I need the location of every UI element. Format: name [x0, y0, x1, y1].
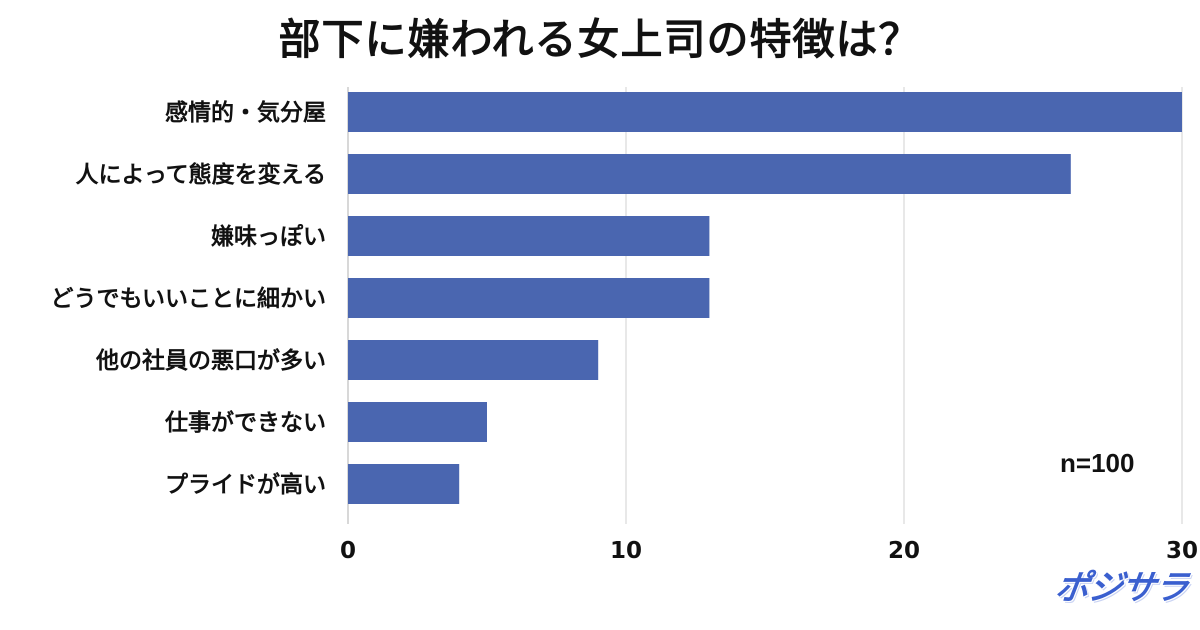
- bar-5: [348, 340, 599, 380]
- x-tick-label-0: 0: [340, 538, 356, 564]
- bar-6: [348, 402, 487, 442]
- category-label-4: どうでもいいことに細かい: [50, 286, 326, 312]
- x-tick-label-10: 10: [610, 538, 642, 564]
- bar-3: [348, 216, 710, 256]
- bar-7: [348, 464, 460, 504]
- category-label-5: 他の社員の悪口が多い: [95, 347, 326, 374]
- chart-title: 部下に嫌われる女上司の特徴は？: [278, 15, 922, 64]
- bar-4: [348, 278, 710, 318]
- brand-logo: ポジサラ: [1052, 568, 1191, 608]
- x-tick-label-20: 20: [888, 538, 920, 564]
- category-label-7: プライドが高い: [165, 471, 326, 498]
- category-label-1: 感情的・気分屋: [165, 99, 326, 126]
- category-label-3: 嫌味っぽい: [211, 223, 326, 250]
- category-label-2: 人によって態度を変える: [76, 161, 326, 188]
- sample-size-note: n=100: [1060, 448, 1135, 478]
- category-label-6: 仕事ができない: [164, 409, 326, 436]
- bars: [348, 92, 1182, 504]
- category-labels: 感情的・気分屋人によって態度を変える嫌味っぽいどうでもいいことに細かい他の社員の…: [50, 99, 326, 498]
- x-tick-labels: 0 10 20 30: [340, 538, 1198, 564]
- bar-1: [348, 92, 1182, 132]
- x-tick-label-30: 30: [1166, 538, 1198, 564]
- bar-2: [348, 154, 1071, 194]
